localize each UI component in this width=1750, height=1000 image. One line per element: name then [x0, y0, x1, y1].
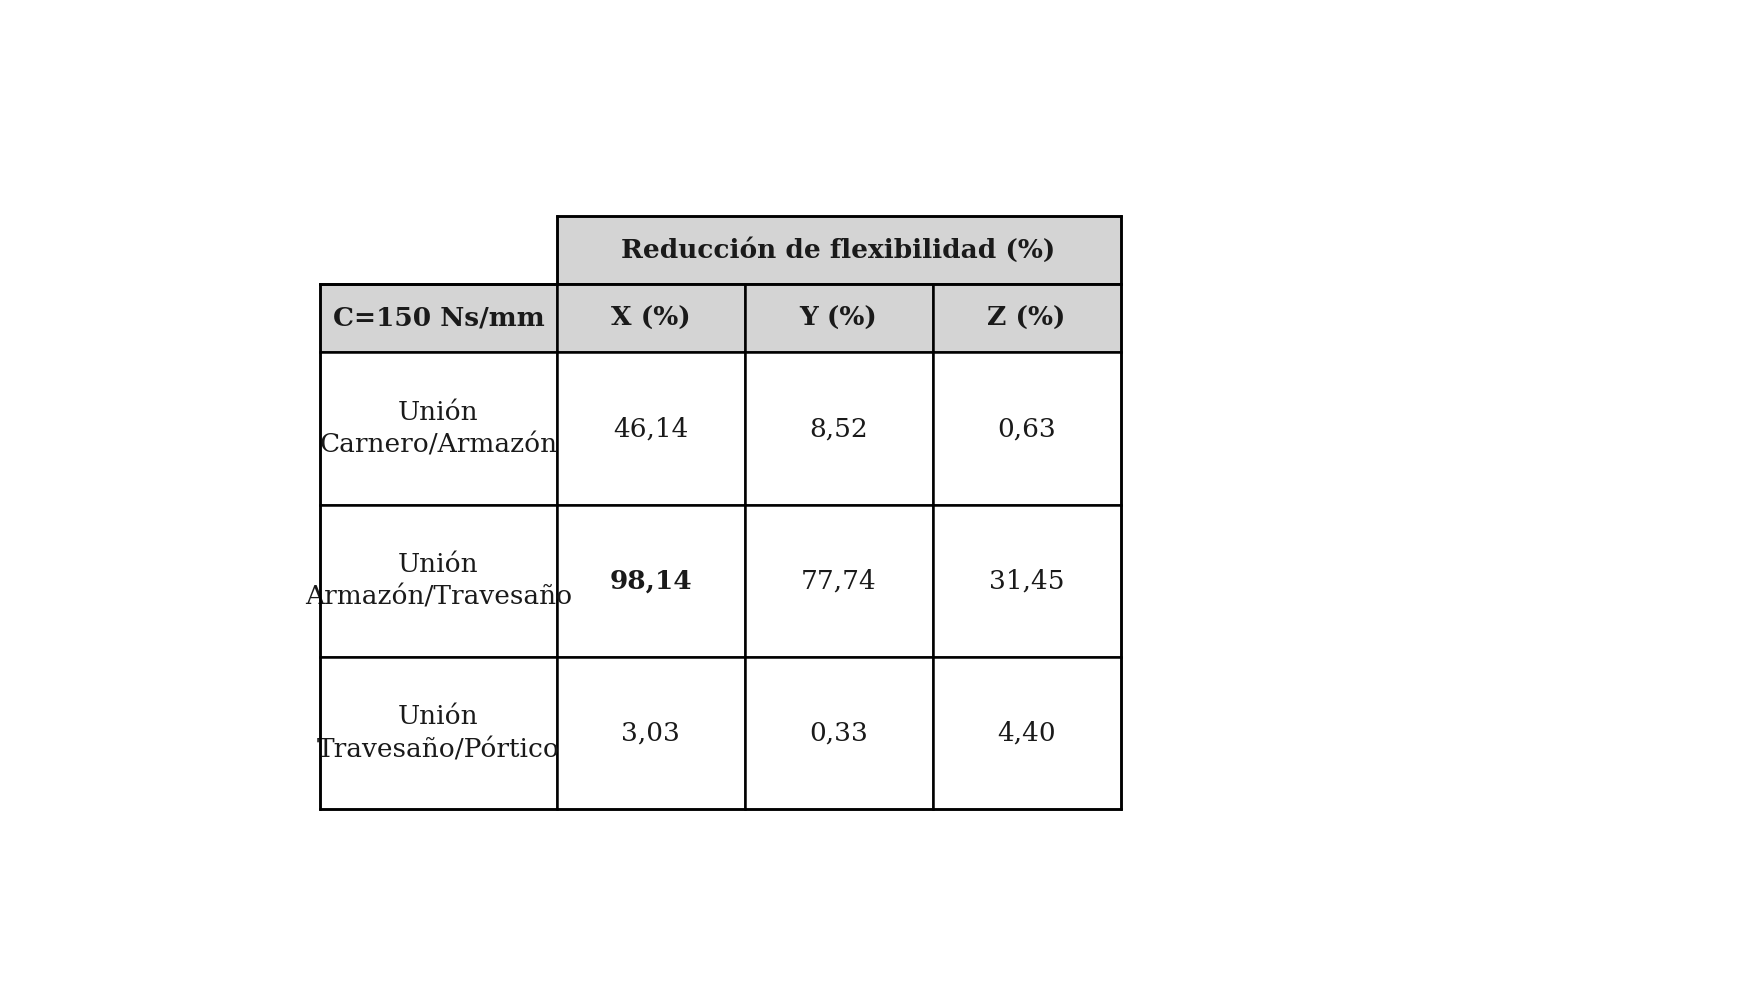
Text: Unión
Travesaño/Pórtico: Unión Travesaño/Pórtico	[317, 704, 560, 762]
Text: 98,14: 98,14	[609, 568, 691, 593]
Text: C=150 Ns/mm: C=150 Ns/mm	[332, 306, 544, 331]
Text: 31,45: 31,45	[989, 568, 1064, 593]
Text: X (%): X (%)	[611, 306, 690, 331]
Text: Y (%): Y (%)	[800, 306, 877, 331]
Bar	[556, 284, 744, 352]
Text: 3,03: 3,03	[621, 721, 681, 746]
Text: Z (%): Z (%)	[987, 306, 1066, 331]
Text: 0,63: 0,63	[997, 416, 1055, 441]
Text: 4,40: 4,40	[997, 721, 1055, 746]
Bar	[933, 284, 1120, 352]
Text: Unión
Carnero/Armazón: Unión Carnero/Armazón	[320, 400, 558, 458]
Text: 77,74: 77,74	[802, 568, 877, 593]
Text: 0,33: 0,33	[808, 721, 868, 746]
Text: 8,52: 8,52	[808, 416, 868, 441]
Text: 46,14: 46,14	[612, 416, 688, 441]
Bar	[320, 216, 556, 284]
Text: Unión
Armazón/Travesaño: Unión Armazón/Travesaño	[304, 552, 572, 610]
Bar	[744, 284, 933, 352]
Text: Reducción de flexibilidad (%): Reducción de flexibilidad (%)	[621, 238, 1055, 263]
Bar	[556, 216, 1120, 284]
Bar	[320, 284, 556, 352]
